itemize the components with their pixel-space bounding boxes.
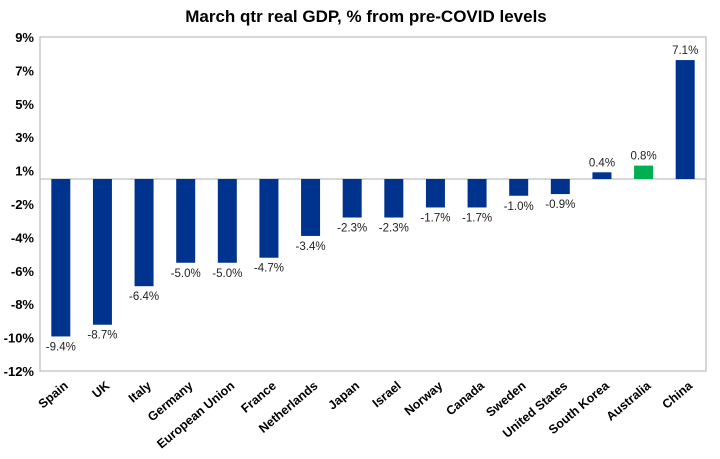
bar-netherlands: [301, 179, 321, 236]
y-tick-label: 9%: [15, 30, 34, 45]
data-label: -1.7%: [462, 212, 492, 224]
bar-spain: [51, 179, 71, 337]
data-label: -1.7%: [420, 212, 450, 224]
bar-norway: [425, 179, 445, 208]
y-tick-label: -4%: [11, 230, 35, 245]
plot-area: [39, 36, 707, 372]
y-tick-label: -10%: [4, 331, 35, 346]
y-tick-label: 1%: [15, 164, 34, 179]
y-axis: 9% 7% 5% 3% 1% -2% -4% -6% -8% -10% -12%: [4, 30, 35, 379]
bars-group: [51, 60, 695, 337]
y-tick-label: -6%: [11, 264, 35, 279]
bar-germany: [176, 179, 196, 263]
data-label: 7.1%: [672, 45, 698, 57]
x-tick-label: Japan: [325, 379, 362, 413]
x-tick-label: Spain: [36, 379, 71, 412]
bar-italy: [134, 179, 154, 287]
x-tick-label: Israel: [370, 379, 404, 411]
y-tick-label: 5%: [15, 97, 34, 112]
y-tick-label: -12%: [4, 364, 35, 379]
data-label: -2.3%: [379, 223, 409, 235]
bar-uk: [92, 179, 112, 325]
y-tick-label: -2%: [11, 197, 35, 212]
data-label: -4.7%: [254, 263, 284, 275]
bar-united-states: [550, 179, 570, 195]
x-tick-label: Canada: [443, 378, 487, 418]
data-label: -0.9%: [545, 199, 575, 211]
x-tick-label: Italy: [126, 379, 154, 406]
x-tick-label: Australia: [604, 378, 655, 424]
bar-european-union: [217, 179, 237, 263]
x-tick-label: China: [660, 378, 696, 412]
x-tick-label: European Union: [154, 379, 237, 452]
y-tick-label: 3%: [15, 130, 34, 145]
data-label: -1.0%: [504, 201, 534, 213]
data-label: -5.0%: [171, 268, 201, 280]
bar-canada: [467, 179, 487, 208]
data-label: -3.4%: [296, 241, 326, 253]
bar-france: [259, 179, 279, 258]
bar-south-korea: [592, 172, 612, 179]
y-tick-label: 7%: [15, 63, 34, 78]
bar-sweden: [509, 179, 529, 196]
bar-australia: [634, 165, 654, 179]
x-tick-label: UK: [90, 379, 113, 401]
data-label: -8.7%: [87, 330, 117, 342]
data-label: -6.4%: [129, 291, 159, 303]
x-tick-label: Norway: [402, 379, 446, 419]
bar-israel: [384, 179, 404, 218]
data-label: 0.4%: [589, 157, 615, 169]
data-label: -2.3%: [337, 223, 367, 235]
y-tick-label: -8%: [11, 297, 35, 312]
bar-china: [675, 60, 695, 180]
data-labels-group: -9.4% -8.7% -6.4% -5.0% -5.0% -4.7% -3.4% -2.3%…: [46, 45, 699, 353]
bar-japan: [342, 179, 362, 218]
data-label: 0.8%: [630, 151, 656, 163]
data-label: -5.0%: [212, 268, 242, 280]
data-label: -9.4%: [46, 341, 76, 353]
chart-title: March qtr real GDP, % from pre-COVID lev…: [185, 7, 547, 26]
